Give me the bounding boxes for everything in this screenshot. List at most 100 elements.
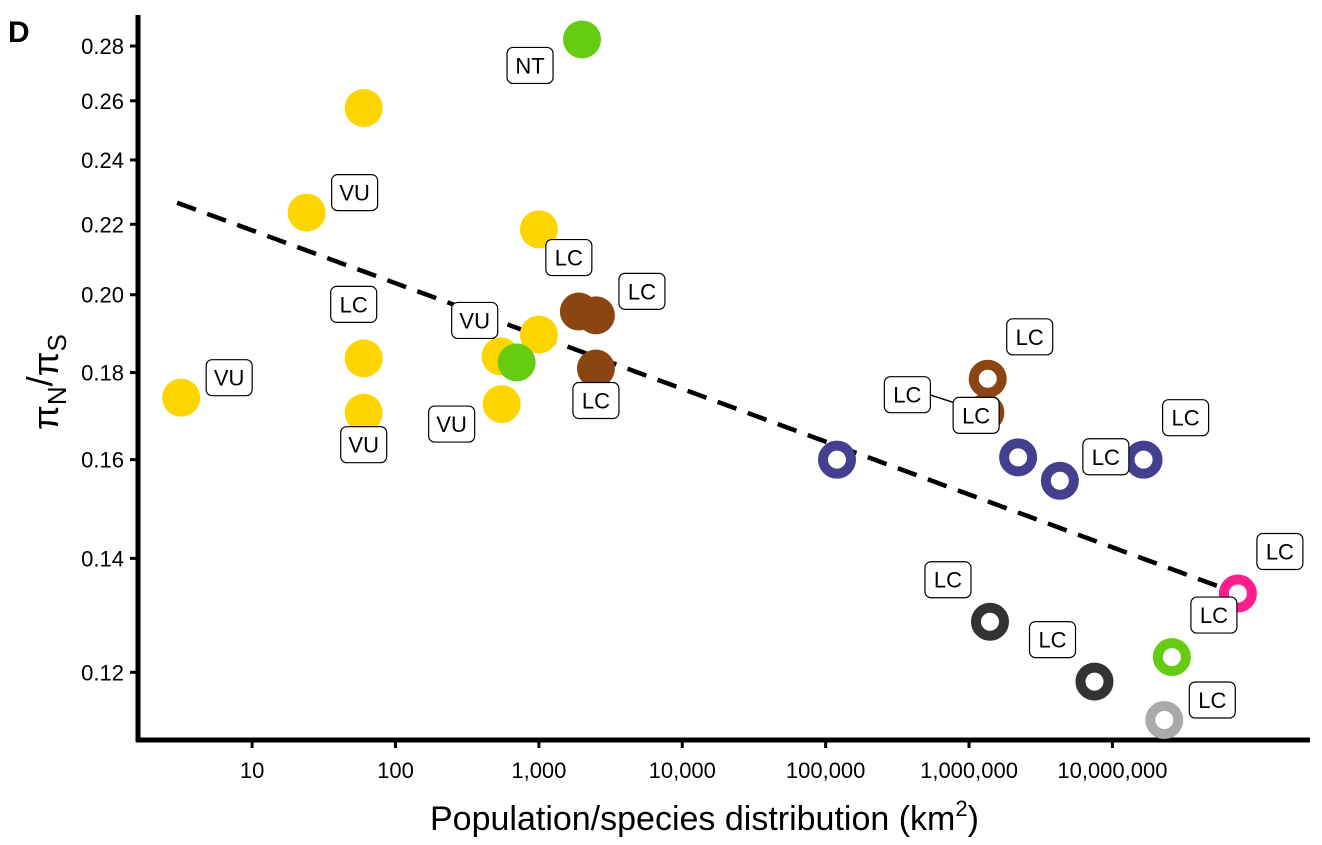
data-point bbox=[519, 210, 558, 249]
label-text: LC bbox=[340, 292, 368, 317]
label-text: LC bbox=[1198, 688, 1226, 713]
label-text: VU bbox=[348, 433, 379, 458]
label-box bbox=[1190, 596, 1238, 634]
label-text: LC bbox=[962, 403, 990, 428]
data-point bbox=[287, 193, 326, 232]
data-point-ring bbox=[968, 359, 1007, 398]
svg-text:πN/πS: πN/πS bbox=[19, 334, 72, 430]
label-text: LC bbox=[1038, 628, 1066, 653]
label-box bbox=[1256, 532, 1304, 571]
data-points bbox=[162, 20, 1257, 740]
label-box bbox=[340, 426, 388, 464]
label-text: LC bbox=[893, 383, 921, 408]
label-box bbox=[883, 376, 931, 414]
label-box bbox=[545, 238, 593, 277]
point-label: LC bbox=[545, 238, 593, 277]
label-text: LC bbox=[1200, 603, 1228, 628]
label-box bbox=[428, 405, 476, 443]
x-tick-label: 1,000,000 bbox=[920, 758, 1018, 783]
point-label: VU bbox=[205, 359, 253, 397]
point-label: LC bbox=[952, 396, 1000, 434]
label-box bbox=[330, 285, 378, 323]
label-box bbox=[1006, 318, 1054, 356]
y-tick-label: 0.16 bbox=[81, 448, 124, 473]
point-labels: VU VU LC VU VU VU NT LC LC LC LC LC LC LC LC LC LC LC LC LC bbox=[205, 46, 1304, 719]
label-text: LC bbox=[628, 279, 656, 304]
data-point-ring bbox=[1124, 440, 1163, 479]
point-label: LC bbox=[1188, 681, 1236, 719]
data-point bbox=[497, 343, 536, 382]
x-tick-label: 10,000,000 bbox=[1057, 758, 1167, 783]
point-label: LC bbox=[1161, 399, 1210, 437]
point-label: VU bbox=[331, 174, 379, 212]
x-tick-label: 100 bbox=[377, 758, 414, 783]
label-box bbox=[572, 381, 620, 420]
label-text: VU bbox=[214, 366, 245, 391]
point-label: LC bbox=[1190, 596, 1238, 634]
data-point bbox=[576, 296, 615, 335]
point-label: VU bbox=[340, 426, 388, 464]
data-point-ring bbox=[1145, 701, 1184, 740]
data-point bbox=[344, 393, 383, 432]
y-tick-label: 0.18 bbox=[81, 361, 124, 386]
data-point bbox=[344, 88, 383, 127]
data-point-ring bbox=[999, 438, 1038, 477]
label-text: VU bbox=[459, 308, 490, 333]
data-point bbox=[576, 349, 615, 388]
point-label: VU bbox=[428, 405, 476, 443]
y-tick-label: 0.24 bbox=[81, 148, 124, 173]
point-label: NT bbox=[506, 46, 554, 85]
x-tick-label: 100,000 bbox=[786, 758, 866, 783]
label-text: LC bbox=[1092, 445, 1120, 470]
point-label: LC bbox=[572, 381, 620, 420]
x-ticks: 10 100 1,000 10,000 100,000 1,000,000 10,000,0… bbox=[240, 740, 1167, 783]
label-text: LC bbox=[555, 246, 583, 271]
point-label: LC bbox=[1256, 532, 1304, 571]
label-box bbox=[1188, 681, 1236, 719]
data-point-ring bbox=[1075, 662, 1114, 701]
label-box bbox=[205, 359, 253, 397]
data-point bbox=[162, 378, 201, 417]
point-label: LC bbox=[1028, 621, 1077, 659]
data-point bbox=[344, 339, 383, 378]
point-label: VU bbox=[451, 301, 499, 340]
label-text: VU bbox=[436, 412, 467, 437]
y-tick-label: 0.22 bbox=[81, 212, 124, 237]
label-text: LC bbox=[1016, 325, 1044, 350]
x-tick-label: 10,000 bbox=[649, 758, 716, 783]
label-box bbox=[618, 272, 666, 310]
data-point-ring bbox=[1152, 638, 1191, 677]
axes bbox=[135, 15, 1310, 743]
y-tick-label: 0.12 bbox=[81, 660, 124, 685]
data-point-ring bbox=[970, 602, 1009, 641]
label-box bbox=[1082, 438, 1130, 476]
y-tick-label: 0.26 bbox=[81, 89, 124, 114]
x-axis-title: Population/species distribution (km2) bbox=[430, 796, 979, 838]
x-tick-label: 10 bbox=[240, 758, 264, 783]
x-tick-label: 1,000 bbox=[511, 758, 566, 783]
data-point-ring bbox=[1040, 461, 1079, 500]
data-point bbox=[519, 315, 558, 354]
label-box bbox=[506, 46, 554, 85]
label-text: LC bbox=[1266, 540, 1294, 565]
point-label: LC bbox=[618, 272, 666, 310]
trend-line bbox=[176, 200, 1239, 596]
label-text: VU bbox=[339, 181, 370, 206]
y-tick-label: 0.20 bbox=[81, 283, 124, 308]
label-box bbox=[952, 396, 1000, 434]
label-box bbox=[1028, 621, 1077, 659]
label-box bbox=[451, 301, 499, 340]
panel-label: D bbox=[8, 16, 30, 49]
label-text: LC bbox=[582, 389, 610, 414]
point-label: LC bbox=[330, 285, 378, 323]
y-tick-label: 0.14 bbox=[81, 546, 124, 571]
label-text: NT bbox=[515, 53, 544, 78]
data-point bbox=[482, 385, 521, 424]
y-ticks: 0.12 0.14 0.16 0.18 0.20 0.22 0.24 0.26 0.28 bbox=[81, 34, 138, 685]
data-point-ring bbox=[818, 440, 857, 479]
y-tick-label: 0.28 bbox=[81, 34, 124, 59]
label-box bbox=[331, 174, 379, 212]
label-text: LC bbox=[1172, 406, 1200, 431]
trend-line-group bbox=[176, 200, 1239, 596]
